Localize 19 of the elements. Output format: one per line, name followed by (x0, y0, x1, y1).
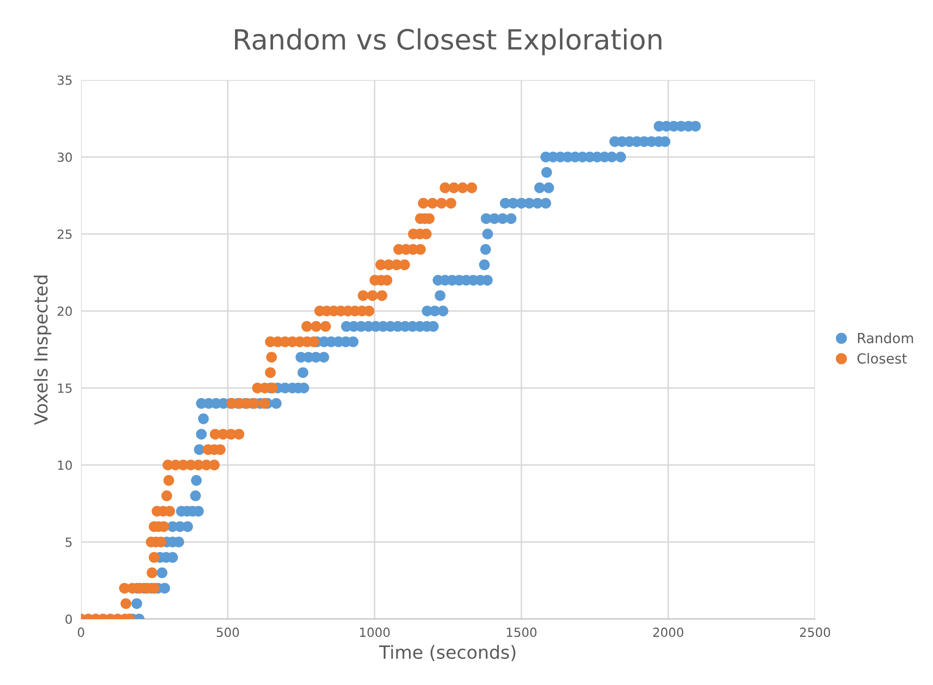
y-tick-label: 30 (58, 152, 72, 162)
x-axis-title: Time (seconds) (379, 644, 516, 662)
x-tick-label: 0 (78, 628, 84, 638)
y-tick-label: 10 (58, 460, 72, 470)
legend-label: Closest (857, 352, 907, 364)
y-tick-label: 20 (58, 306, 72, 316)
y-tick-label: 5 (66, 538, 72, 547)
y-tick-label: 35 (58, 75, 72, 85)
y-tick-label: 15 (58, 384, 72, 393)
x-tick-label: 1000 (360, 628, 390, 638)
x-tick-label: 2500 (800, 628, 830, 638)
y-axis-title: Voxels Inspected (34, 276, 52, 425)
chart-title: Random vs Closest Exploration (235, 28, 662, 56)
x-tick-label: 2000 (653, 628, 684, 638)
legend-label: Random (858, 332, 913, 344)
x-tick-label: 500 (216, 628, 239, 638)
y-tick-label: 0 (66, 614, 72, 624)
y-tick-label: 25 (58, 229, 72, 239)
x-tick-label: 1500 (506, 628, 536, 638)
